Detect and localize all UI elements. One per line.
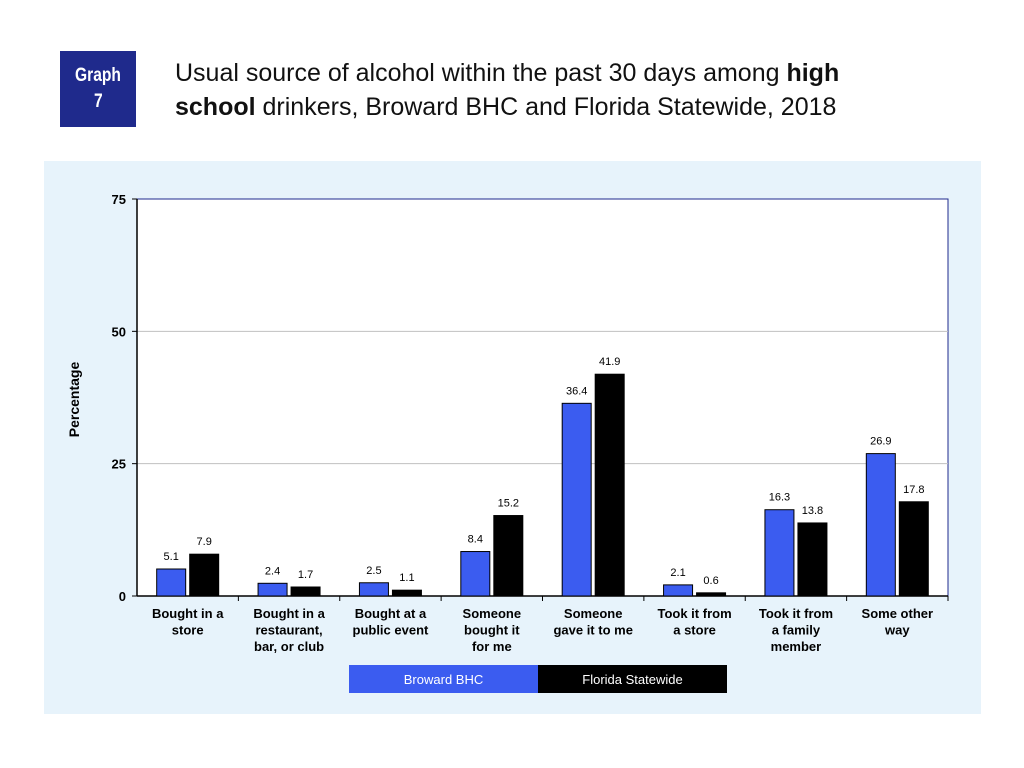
x-tick-label: Someone: [463, 606, 522, 621]
legend-item-broward: Broward BHC: [349, 665, 538, 693]
title-part2: drinkers, Broward BHC and Florida Statew…: [255, 93, 837, 121]
bar-broward: [764, 509, 795, 597]
title-bold2: school: [175, 93, 256, 121]
bar-broward: [663, 584, 694, 597]
data-label: 2.1: [670, 567, 685, 579]
x-tick-label: Some other: [862, 606, 934, 621]
bar-florida: [797, 522, 828, 597]
data-label: 8.4: [468, 534, 483, 546]
title-part1: Usual source of alcohol within the past …: [175, 59, 787, 87]
data-label: 26.9: [870, 436, 891, 448]
y-tick-label: 25: [112, 457, 126, 472]
x-tick-label: Bought in a: [152, 606, 224, 621]
bar-florida: [493, 515, 524, 597]
y-tick-label: 0: [119, 589, 126, 604]
x-tick-label: store: [172, 623, 204, 638]
data-label: 2.4: [265, 565, 280, 577]
x-tick-label: Bought in a: [253, 606, 325, 621]
y-tick-label: 50: [112, 324, 126, 339]
x-tick-label: gave it to me: [553, 623, 632, 638]
bar-florida: [594, 373, 625, 597]
data-label: 0.6: [703, 575, 718, 587]
x-tick-label: Took it from: [759, 606, 833, 621]
data-label: 13.8: [802, 505, 823, 517]
x-tick-label: a family: [772, 623, 821, 638]
x-tick-label: Bought at a: [355, 606, 427, 621]
x-tick-label: restaurant,: [255, 623, 322, 638]
badge-label: Graph: [75, 65, 121, 86]
x-tick-label: for me: [472, 639, 512, 654]
chart-legend: Broward BHC Florida Statewide: [349, 665, 727, 693]
bar-florida: [189, 553, 220, 597]
data-label: 41.9: [599, 356, 620, 368]
bar-broward: [257, 582, 288, 597]
graph-number-badge: Graph 7: [60, 51, 136, 127]
data-label: 1.1: [399, 572, 414, 584]
data-label: 5.1: [164, 551, 179, 563]
data-label: 2.5: [366, 565, 381, 577]
x-tick-label: public event: [353, 623, 430, 638]
bar-broward: [156, 568, 187, 597]
y-axis-label: Percentage: [66, 362, 82, 438]
data-label: 36.4: [566, 385, 587, 397]
bar-broward: [358, 582, 389, 597]
bar-broward: [865, 453, 896, 597]
data-label: 1.7: [298, 569, 313, 581]
bar-broward: [460, 551, 491, 597]
bar-florida: [391, 589, 422, 597]
x-tick-label: bar, or club: [254, 639, 324, 654]
bar-florida: [898, 501, 929, 597]
x-tick-label: bought it: [464, 623, 520, 638]
data-label: 17.8: [903, 484, 924, 496]
data-label: 7.9: [197, 536, 212, 548]
bar-florida: [290, 586, 321, 597]
legend-label-broward: Broward BHC: [403, 671, 484, 687]
x-tick-label: member: [771, 639, 822, 654]
badge-number: 7: [93, 91, 103, 112]
title-bold1: high: [786, 59, 840, 87]
y-tick-label: 75: [112, 192, 126, 207]
bar-broward: [561, 402, 592, 597]
bar-florida: [696, 592, 727, 597]
x-tick-label: Someone: [564, 606, 623, 621]
data-label: 16.3: [769, 492, 790, 504]
data-label: 15.2: [498, 498, 519, 510]
x-tick-label: way: [884, 623, 910, 638]
legend-label-florida: Florida Statewide: [582, 671, 683, 687]
legend-item-florida: Florida Statewide: [538, 665, 727, 693]
page-title: Usual source of alcohol within the past …: [175, 56, 975, 124]
x-tick-label: a store: [673, 623, 716, 638]
x-tick-label: Took it from: [657, 606, 731, 621]
